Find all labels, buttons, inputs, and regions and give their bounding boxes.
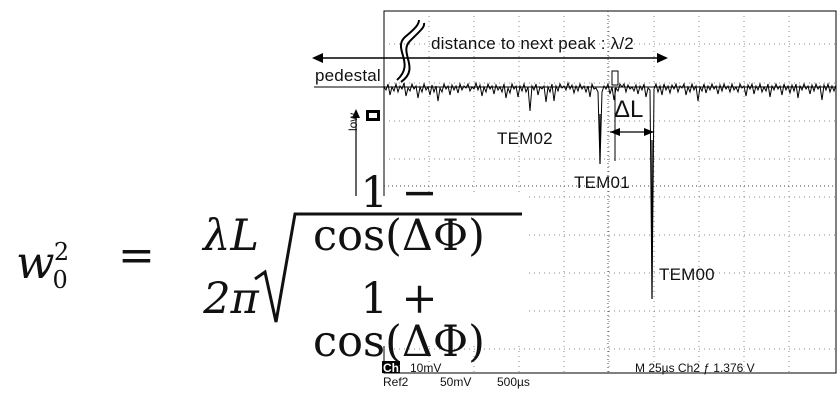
outer-fraction-numerator: λL (203, 211, 259, 261)
square-root-symbol (254, 212, 522, 323)
grid-dots (383, 10, 837, 374)
formula-equals: = (118, 230, 155, 281)
tem01-annotation: TEM01 (574, 173, 630, 192)
ref2-label: Ref2 (383, 375, 409, 389)
trigger-marker (611, 70, 619, 86)
time-base-readout: M 25µs Ch2 ƒ 1.376 V (635, 361, 755, 375)
scope-markers (366, 70, 619, 373)
formula-lhs-subscript: 0 (52, 266, 68, 294)
trace-polyline (383, 81, 837, 300)
beam-waist-formula: w02 = λL 2π 1 − cos(ΔΦ) 1 + cos(ΔΦ) (0, 172, 525, 364)
ch1-scale: 10mV (410, 361, 442, 375)
delta-l-right-head (644, 128, 654, 136)
major-grid (384, 11, 836, 373)
signal-trace (383, 81, 837, 300)
tem02-annotation: TEM02 (497, 129, 553, 148)
tem00-annotation: TEM00 (659, 265, 715, 284)
outer-fraction: λL 2π (195, 211, 267, 324)
right-arrow-head (657, 53, 668, 63)
ref2-time: 500µs (497, 375, 530, 389)
center-crosshair (384, 11, 836, 373)
left-arrow-head (312, 53, 323, 63)
inner-fraction-denominator: 1 + cos(ΔΦ) (313, 274, 485, 367)
formula-lhs: w02 (16, 238, 85, 292)
ch1-label-box (382, 361, 400, 373)
formula-lhs-symbol: w (16, 236, 55, 289)
distance-annotation: distance to next peak : λ/2 (431, 34, 634, 53)
vertical-axis-arrow-head (352, 109, 360, 118)
delta-l-annotation: ΔL (614, 96, 644, 123)
channel-marker-inner (369, 113, 377, 118)
pedestal-annotation: pedestal (315, 66, 381, 85)
formula-lhs-superscript: 2 (53, 238, 70, 266)
square-root-path (254, 212, 522, 323)
break-mark-right (396, 19, 420, 81)
ref2-scale: 50mV (440, 375, 472, 389)
inner-fraction: 1 − cos(ΔΦ) 1 + cos(ΔΦ) (275, 172, 523, 364)
outer-fraction-denominator: 2π (203, 274, 259, 324)
ch1-label: Ch1 (383, 361, 406, 375)
low-annotation: low (346, 112, 360, 131)
break-mark-left (400, 22, 426, 83)
inner-fraction-numerator: 1 − cos(ΔΦ) (313, 168, 485, 261)
